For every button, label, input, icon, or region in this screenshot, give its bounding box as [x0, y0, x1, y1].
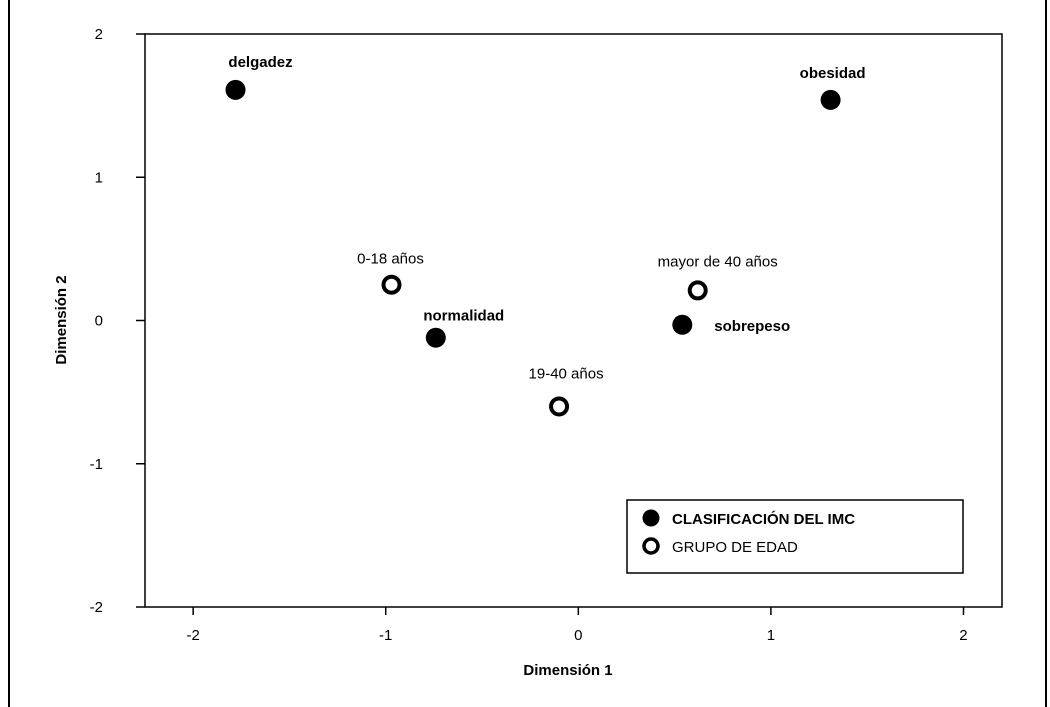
y-axis-title: Dimensión 2 — [53, 275, 70, 364]
y-tick-label: -1 — [90, 456, 103, 473]
legend-label-imc: CLASIFICACIÓN DEL IMC — [672, 510, 855, 528]
x-tick-label: -2 — [186, 627, 199, 644]
point-label: mayor de 40 años — [658, 253, 778, 270]
y-tick-label: -2 — [90, 599, 103, 616]
y-tick-label: 0 — [95, 313, 103, 330]
legend-marker-imc — [642, 509, 660, 527]
legend-box — [626, 499, 964, 574]
legend-marker-edad — [642, 537, 660, 555]
x-tick-label: -1 — [379, 627, 392, 644]
x-axis-ticks: -2 -1 0 1 2 — [186, 607, 968, 644]
y-tick-label: 1 — [95, 169, 103, 186]
imc-point-obesidad — [820, 89, 841, 110]
imc-point-delgadez — [225, 79, 246, 100]
imc-point-normalidad — [425, 327, 446, 348]
edad-point-mayor-de-40-años — [687, 280, 708, 301]
point-label: delgadez — [228, 54, 292, 71]
point-label: normalidad — [423, 308, 504, 325]
point-label: 0-18 años — [357, 251, 424, 268]
point-label: 19-40 años — [529, 365, 604, 382]
x-tick-label: 2 — [959, 627, 967, 644]
point-label: sobrepeso — [714, 318, 790, 335]
edad-point-19-40-años — [549, 396, 570, 417]
legend-label-edad: GRUPO DE EDAD — [672, 539, 798, 556]
y-tick-label: 2 — [95, 26, 103, 43]
point-label: obesidad — [800, 65, 866, 82]
points-layer: delgadez normalidad sobrepeso obesidad 0-18 … — [225, 54, 866, 417]
y-axis-ticks: -2 -1 0 1 2 — [90, 26, 145, 616]
legend: CLASIFICACIÓN DEL IMC GRUPO DE EDAD — [626, 499, 964, 574]
x-tick-label: 1 — [767, 627, 775, 644]
x-tick-label: 0 — [574, 627, 582, 644]
figure-frame — [8, 0, 1047, 707]
edad-point-0-18-años — [381, 274, 402, 295]
x-axis-title: Dimensión 1 — [523, 662, 612, 679]
imc-point-sobrepeso — [672, 314, 693, 335]
